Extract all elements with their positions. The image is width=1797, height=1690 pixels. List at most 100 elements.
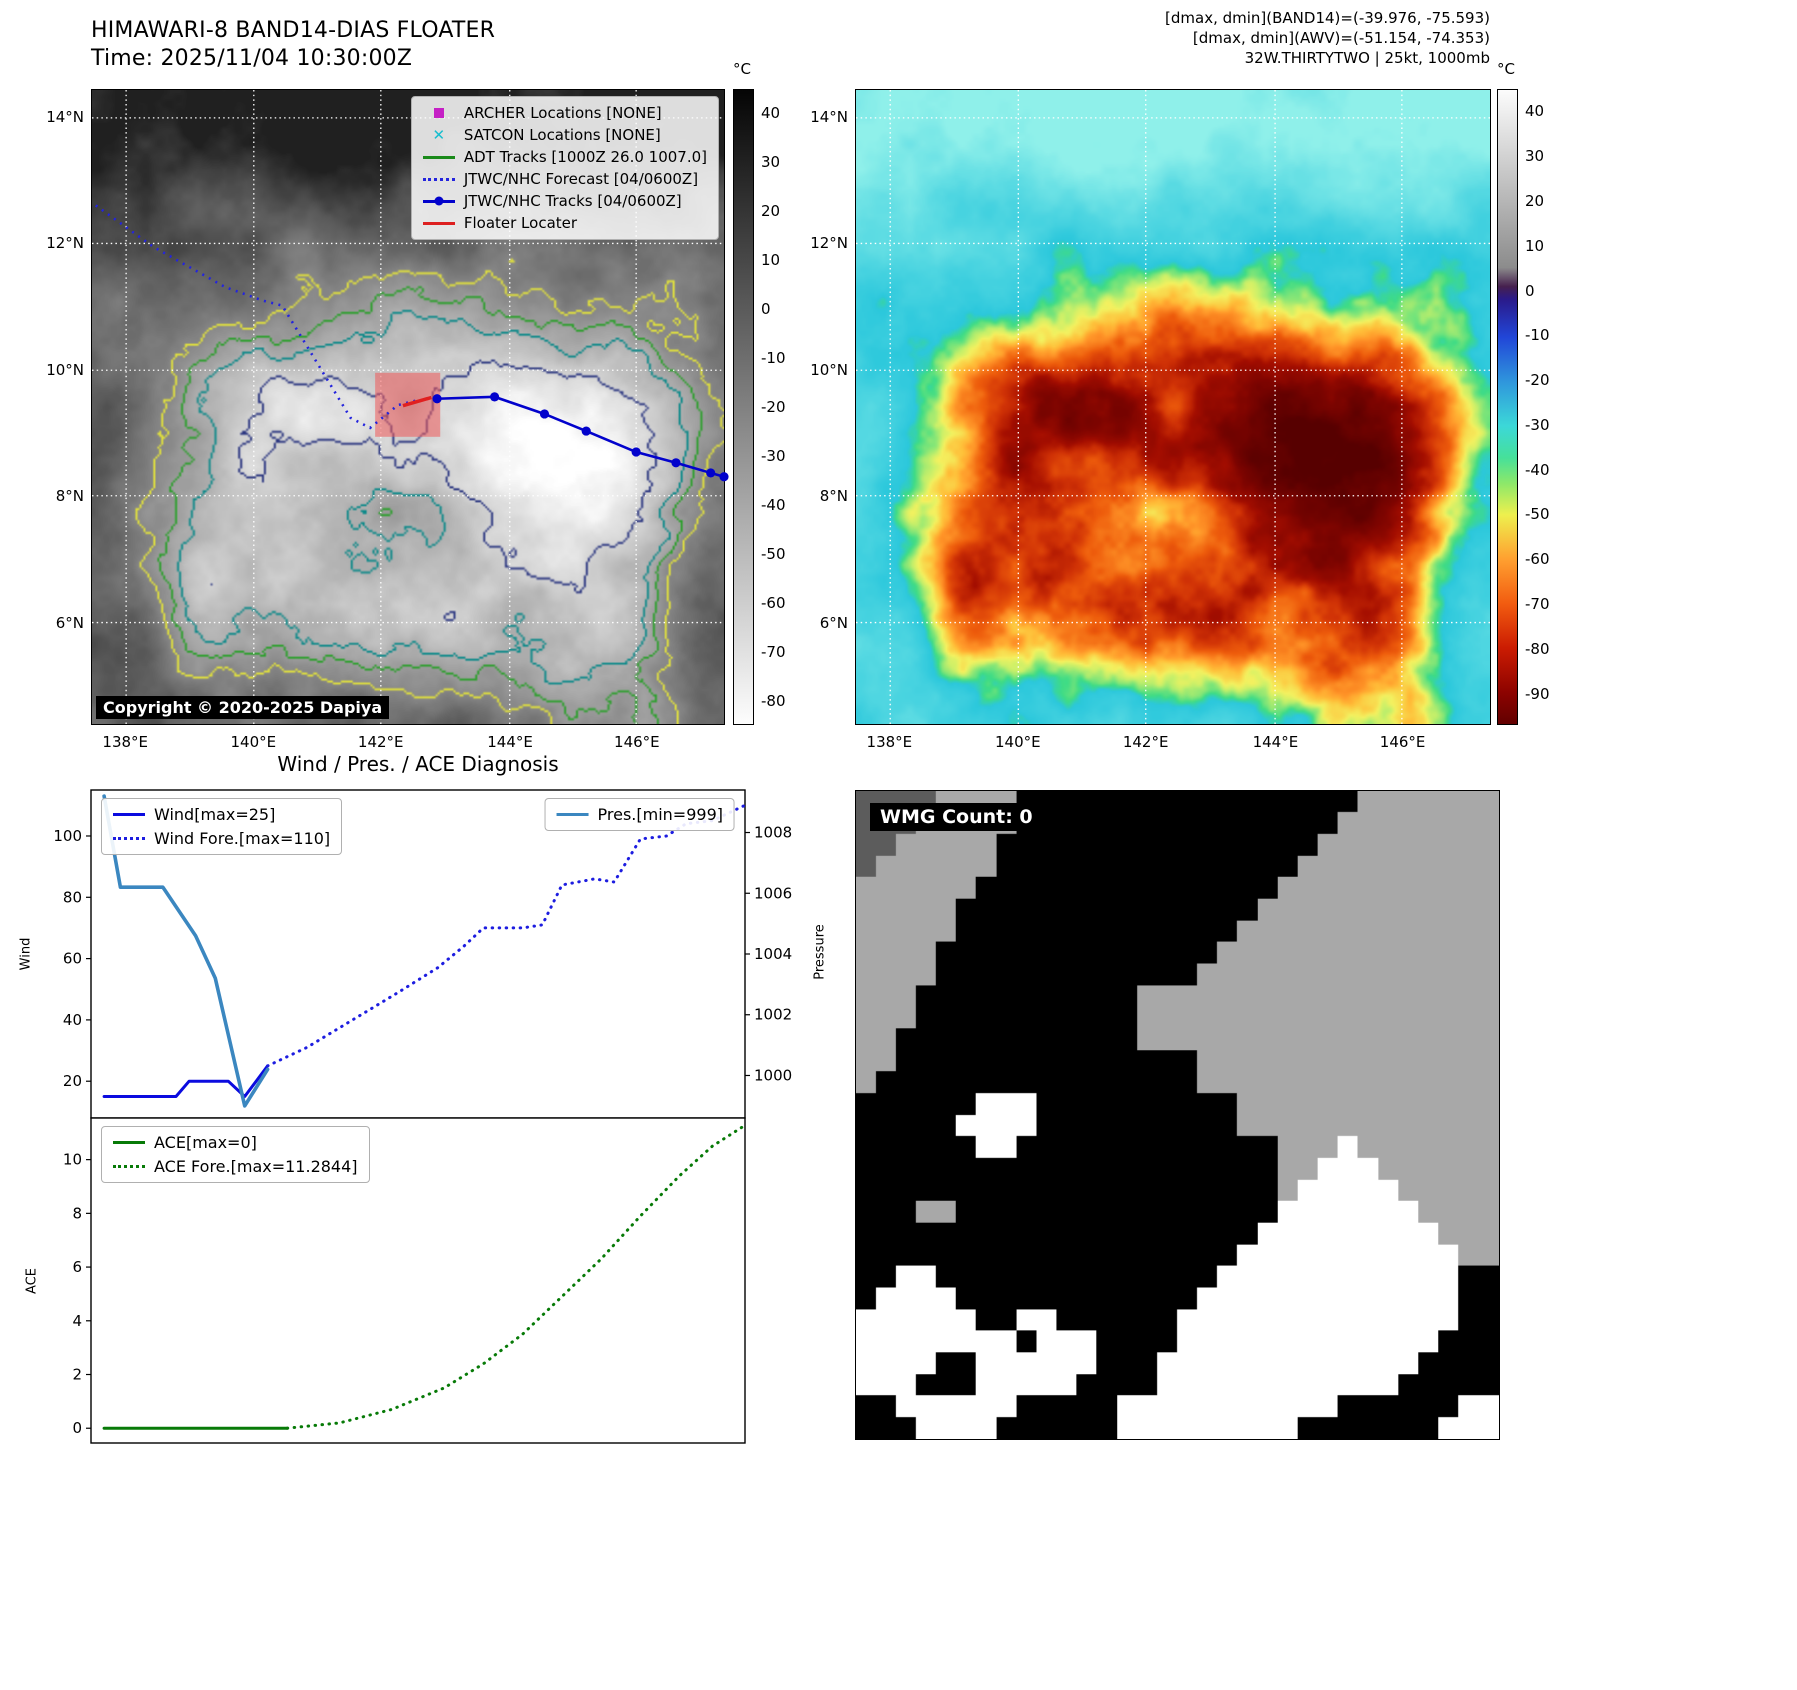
colorbar-tick-label: -70 [1525,595,1550,614]
legend-label: ACE[max=0] [154,1133,257,1152]
colorbar-tick-label: -80 [1525,639,1550,658]
colorbar-tick-label: -70 [761,642,786,661]
y-tick-label: 12°N [46,233,84,252]
colorbar-tick-label: -80 [761,691,786,710]
svg-text:1002: 1002 [754,1006,792,1024]
awv-colorbar [1497,89,1518,725]
legend-item: ADT Tracks [1000Z 26.0 1007.0] [422,148,707,166]
svg-text:80: 80 [63,888,82,906]
dotted-line-marker-icon [113,1160,145,1174]
y-tick-label: 6°N [55,614,84,633]
colorbar-tick-label: -10 [761,349,786,368]
wind-axis-label: Wind [18,937,34,971]
svg-text:8: 8 [72,1204,82,1222]
legend-label: Wind Fore.[max=110] [154,829,331,848]
colorbar-tick-label: -30 [1525,415,1550,434]
svg-text:6: 6 [72,1258,82,1276]
dotted-marker-icon [422,172,455,186]
svg-text:100: 100 [53,827,82,845]
x-tick-label: 138°E [866,733,913,751]
square-marker-icon [423,106,455,120]
svg-text:10: 10 [63,1151,82,1169]
svg-text:1008: 1008 [754,824,792,842]
awv-colorbar-unit: °C [1497,60,1515,78]
band14-time: Time: 2025/11/04 10:30:00Z [91,46,413,71]
colorbar-tick-label: -20 [761,398,786,416]
awv-satellite-image [856,90,1490,724]
y-tick-label: 10°N [46,361,84,380]
copyright-badge: Copyright © 2020-2025 Dapiya [96,696,390,719]
legend-item: Pres.[min=999] [556,805,723,824]
legend-label: Wind[max=25] [154,805,276,824]
y-tick-label: 6°N [819,614,848,633]
legend-label: ACE Fore.[max=11.2844] [154,1157,358,1176]
x-tick-label: 140°E [230,733,277,751]
legend-item: JTWC/NHC Forecast [04/0600Z] [422,170,707,188]
legend-label: Pres.[min=999] [597,805,723,824]
legend-label: SATCON Locations [NONE] [463,126,661,144]
colorbar-tick-label: 40 [1525,102,1545,121]
band14-title: HIMAWARI-8 BAND14-DIAS FLOATER [91,18,496,43]
svg-text:60: 60 [63,950,82,968]
diagnosis-title: Wind / Pres. / ACE Diagnosis [277,752,559,776]
line-marker-icon [422,216,455,230]
svg-text:1000: 1000 [754,1066,792,1084]
colorbar-tick-label: 40 [761,104,781,123]
colorbar-tick-label: -50 [761,544,786,563]
colorbar-tick-label: -50 [1525,505,1550,524]
chart-legend: Wind[max=25] Wind Fore.[max=110] [101,798,343,855]
band14-colorbar [733,89,754,725]
dmax-dmin-band14: [dmax, dmin](BAND14)=(-39.976, -75.593) [1165,9,1490,27]
svg-text:0: 0 [72,1419,82,1437]
colorbar-tick-label: -10 [1525,326,1550,345]
colorbar-tick-label: -20 [1525,371,1550,390]
pressure-axis-label: Pressure [812,924,828,980]
awv-satellite-panel [855,89,1491,725]
colorbar-tick-label: 30 [761,153,781,172]
legend-label: Floater Locater [463,214,578,232]
legend-item: ARCHER Locations [NONE] [423,104,707,122]
svg-text:4: 4 [72,1312,82,1330]
colorbar-tick-label: -40 [1525,460,1550,479]
x-tick-label: 142°E [357,733,404,751]
line-marker-icon [113,808,145,822]
colorbar-tick-label: -30 [761,446,786,465]
line-marker-icon [113,1136,145,1150]
line-marker-icon [422,150,455,164]
colorbar-tick-label: 30 [1525,147,1545,166]
legend-label: JTWC/NHC Tracks [04/0600Z] [463,192,682,210]
legend-item: Wind Fore.[max=110] [113,829,330,848]
awv-overlay [856,90,1490,724]
colorbar-tick-label: 0 [761,300,771,319]
y-tick-label: 14°N [46,107,84,126]
band14-satellite-panel: ARCHER Locations [NONE] ✕ SATCON Locations… [91,89,729,725]
y-tick-label: 14°N [810,107,848,126]
legend-label: ARCHER Locations [NONE] [463,104,662,122]
colorbar-tick-label: 20 [761,202,781,221]
x-tick-label: 146°E [1379,733,1426,751]
chart-legend: ACE[max=0] ACE Fore.[max=11.2844] [101,1126,370,1183]
svg-text:20: 20 [63,1072,82,1090]
y-tick-label: 12°N [810,233,848,252]
colorbar-tick-label: 20 [1525,191,1545,210]
line-marker-icon [556,808,589,822]
wmg-bitmap [856,791,1499,1439]
dotted-line-marker-icon [113,832,145,846]
svg-text:40: 40 [63,1011,82,1029]
dmax-dmin-awv: [dmax, dmin](AWV)=(-51.154, -74.353) [1192,29,1490,47]
x-tick-label: 146°E [614,733,660,751]
wmg-count-badge: WMG Count: 0 [870,803,1043,831]
legend-item: Wind[max=25] [113,805,330,824]
svg-text:1004: 1004 [754,945,792,963]
colorbar-tick-label: 0 [1525,281,1535,300]
y-tick-label: 10°N [810,361,848,380]
colorbar-tick-label: -90 [1525,684,1550,703]
legend-item: Floater Locater [422,214,707,232]
chart-legend: Pres.[min=999] [544,798,735,831]
storm-info-header: [dmax, dmin](BAND14)=(-39.976, -75.593) … [1165,8,1490,68]
legend-label: JTWC/NHC Forecast [04/0600Z] [463,170,699,188]
x-marker-icon: ✕ [432,126,446,144]
line-marker-marker-icon [422,194,455,208]
x-tick-label: 140°E [995,733,1041,751]
